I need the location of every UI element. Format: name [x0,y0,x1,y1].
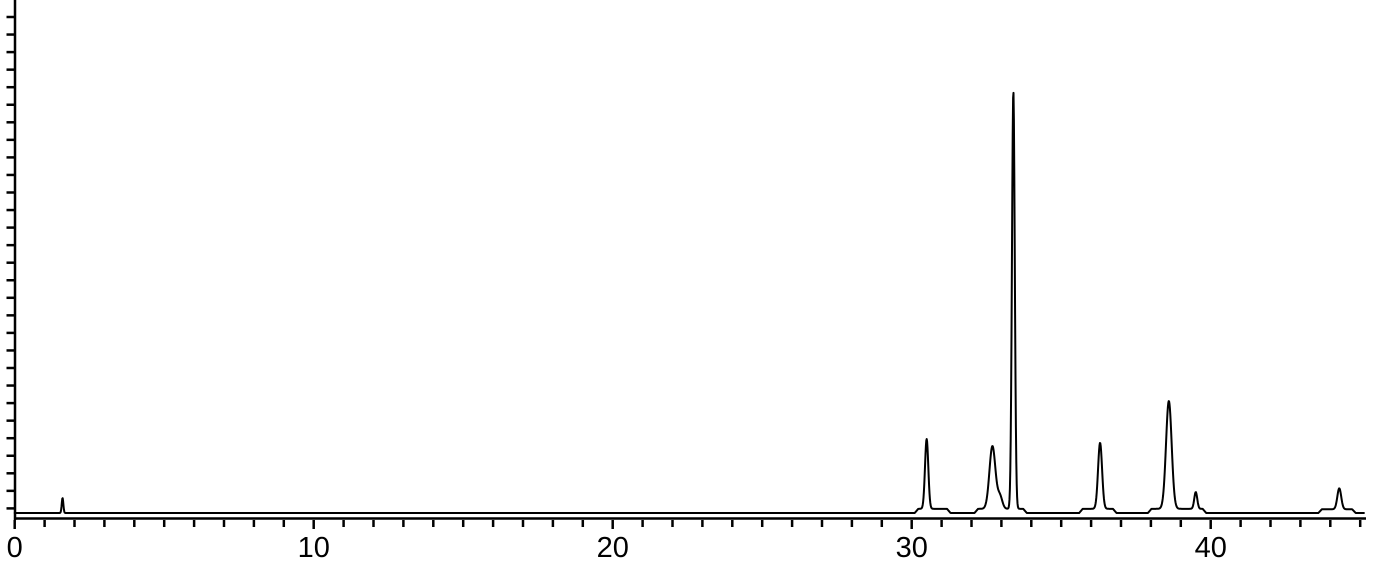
chromatogram-trace [13,91,1365,514]
x-axis-tick-label: 40 [1195,532,1227,564]
x-axis-tick-label: 10 [298,532,330,564]
x-axis-tick-label: 20 [597,532,629,564]
x-axis-tick-label: 0 [7,532,23,564]
x-axis-tick-label: 30 [896,532,928,564]
